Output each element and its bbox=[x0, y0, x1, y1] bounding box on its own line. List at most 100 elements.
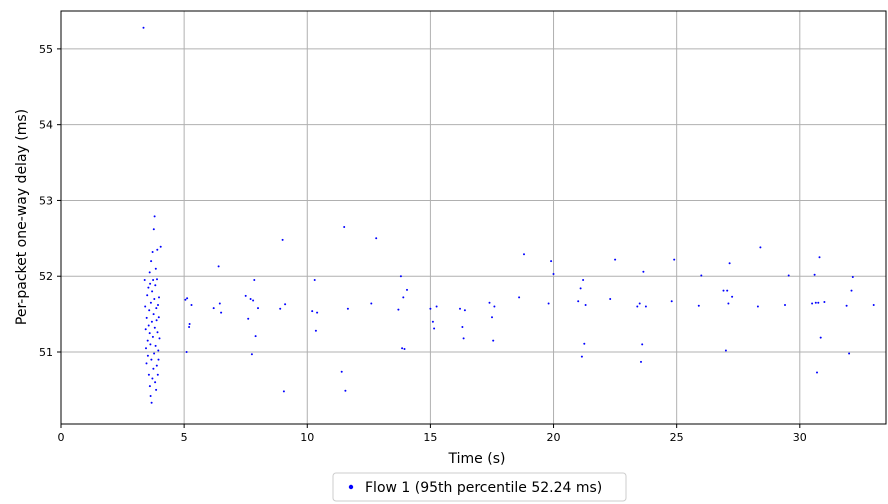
data-point bbox=[143, 279, 146, 281]
data-point bbox=[313, 279, 316, 281]
data-point bbox=[149, 343, 152, 346]
data-point bbox=[190, 304, 193, 306]
data-point bbox=[145, 347, 147, 350]
data-point bbox=[148, 332, 151, 335]
data-point bbox=[151, 377, 154, 380]
data-point bbox=[147, 373, 150, 376]
data-point bbox=[284, 303, 287, 306]
data-point bbox=[552, 273, 555, 275]
data-point bbox=[463, 309, 466, 312]
data-point bbox=[640, 360, 642, 363]
y-axis-ticks: 51 52 53 54 55 bbox=[39, 43, 61, 359]
data-points bbox=[142, 26, 875, 404]
data-point bbox=[728, 262, 731, 265]
data-point bbox=[254, 335, 257, 338]
data-point bbox=[872, 304, 875, 306]
y-tick-label: 55 bbox=[39, 43, 53, 56]
data-point bbox=[724, 349, 727, 352]
data-point bbox=[218, 302, 221, 305]
data-point bbox=[249, 298, 252, 300]
data-point bbox=[148, 309, 151, 312]
data-point bbox=[340, 370, 343, 373]
data-point bbox=[756, 305, 759, 308]
data-point bbox=[150, 320, 153, 323]
data-point bbox=[153, 352, 156, 355]
data-point bbox=[148, 385, 151, 388]
data-point bbox=[461, 326, 464, 328]
data-point bbox=[403, 348, 406, 350]
y-tick-label: 53 bbox=[39, 194, 53, 207]
data-point bbox=[281, 238, 284, 241]
data-point bbox=[638, 302, 641, 305]
data-point bbox=[253, 279, 256, 281]
data-point bbox=[370, 302, 373, 305]
y-tick-label: 51 bbox=[39, 346, 53, 359]
data-point bbox=[850, 289, 853, 292]
data-point bbox=[823, 301, 826, 303]
data-point bbox=[845, 304, 848, 307]
legend-box bbox=[332, 472, 627, 502]
data-point bbox=[641, 343, 644, 346]
data-point bbox=[375, 237, 378, 240]
data-point bbox=[397, 308, 400, 311]
data-point bbox=[700, 274, 703, 277]
data-point bbox=[344, 389, 347, 392]
data-point bbox=[435, 305, 438, 308]
data-point bbox=[146, 339, 149, 342]
data-point bbox=[149, 395, 152, 397]
y-axis-label: Per-packet one-way delay (ms) bbox=[14, 109, 30, 325]
y-tick-label: 54 bbox=[39, 119, 53, 132]
data-point bbox=[577, 300, 580, 303]
x-tick-label: 20 bbox=[547, 431, 561, 444]
data-point bbox=[584, 304, 587, 306]
data-point bbox=[153, 298, 156, 300]
data-point bbox=[146, 294, 149, 297]
data-point bbox=[811, 302, 814, 305]
x-axis-label: Time (s) bbox=[448, 451, 506, 467]
grid-lines bbox=[60, 11, 886, 424]
data-point bbox=[488, 301, 491, 304]
data-point bbox=[726, 289, 729, 292]
data-point bbox=[147, 324, 150, 327]
legend: Flow 1 (95th percentile 52.24 ms) bbox=[332, 472, 627, 502]
data-point bbox=[158, 296, 160, 299]
data-point bbox=[547, 302, 550, 305]
data-point bbox=[580, 355, 583, 358]
data-point bbox=[462, 337, 465, 340]
x-tick-label: 10 bbox=[300, 431, 314, 444]
data-point bbox=[609, 298, 612, 300]
data-point bbox=[156, 248, 159, 251]
data-point bbox=[157, 316, 160, 319]
data-point bbox=[212, 307, 215, 310]
data-point bbox=[154, 381, 157, 384]
data-point bbox=[759, 246, 762, 249]
x-tick-label: 25 bbox=[670, 431, 684, 444]
data-point bbox=[818, 256, 821, 259]
data-point bbox=[155, 319, 158, 322]
data-point bbox=[523, 253, 525, 256]
data-point bbox=[636, 305, 639, 308]
data-point bbox=[346, 307, 349, 310]
data-point bbox=[550, 260, 553, 263]
data-point bbox=[150, 260, 153, 263]
data-point bbox=[731, 295, 734, 298]
data-point bbox=[279, 307, 282, 310]
data-point bbox=[642, 270, 645, 273]
data-point bbox=[149, 282, 152, 285]
data-point bbox=[157, 349, 160, 352]
data-point bbox=[402, 296, 405, 299]
data-point bbox=[433, 327, 436, 330]
data-point bbox=[157, 358, 160, 361]
data-point bbox=[697, 304, 700, 307]
data-point bbox=[644, 305, 647, 308]
data-point bbox=[311, 310, 314, 313]
data-point bbox=[814, 301, 817, 304]
data-point bbox=[816, 371, 818, 374]
legend-marker bbox=[348, 484, 354, 490]
data-point bbox=[153, 326, 156, 329]
data-point bbox=[153, 215, 156, 218]
data-point bbox=[156, 278, 158, 281]
data-point bbox=[150, 401, 153, 404]
data-point bbox=[722, 289, 725, 292]
data-point bbox=[148, 271, 151, 274]
